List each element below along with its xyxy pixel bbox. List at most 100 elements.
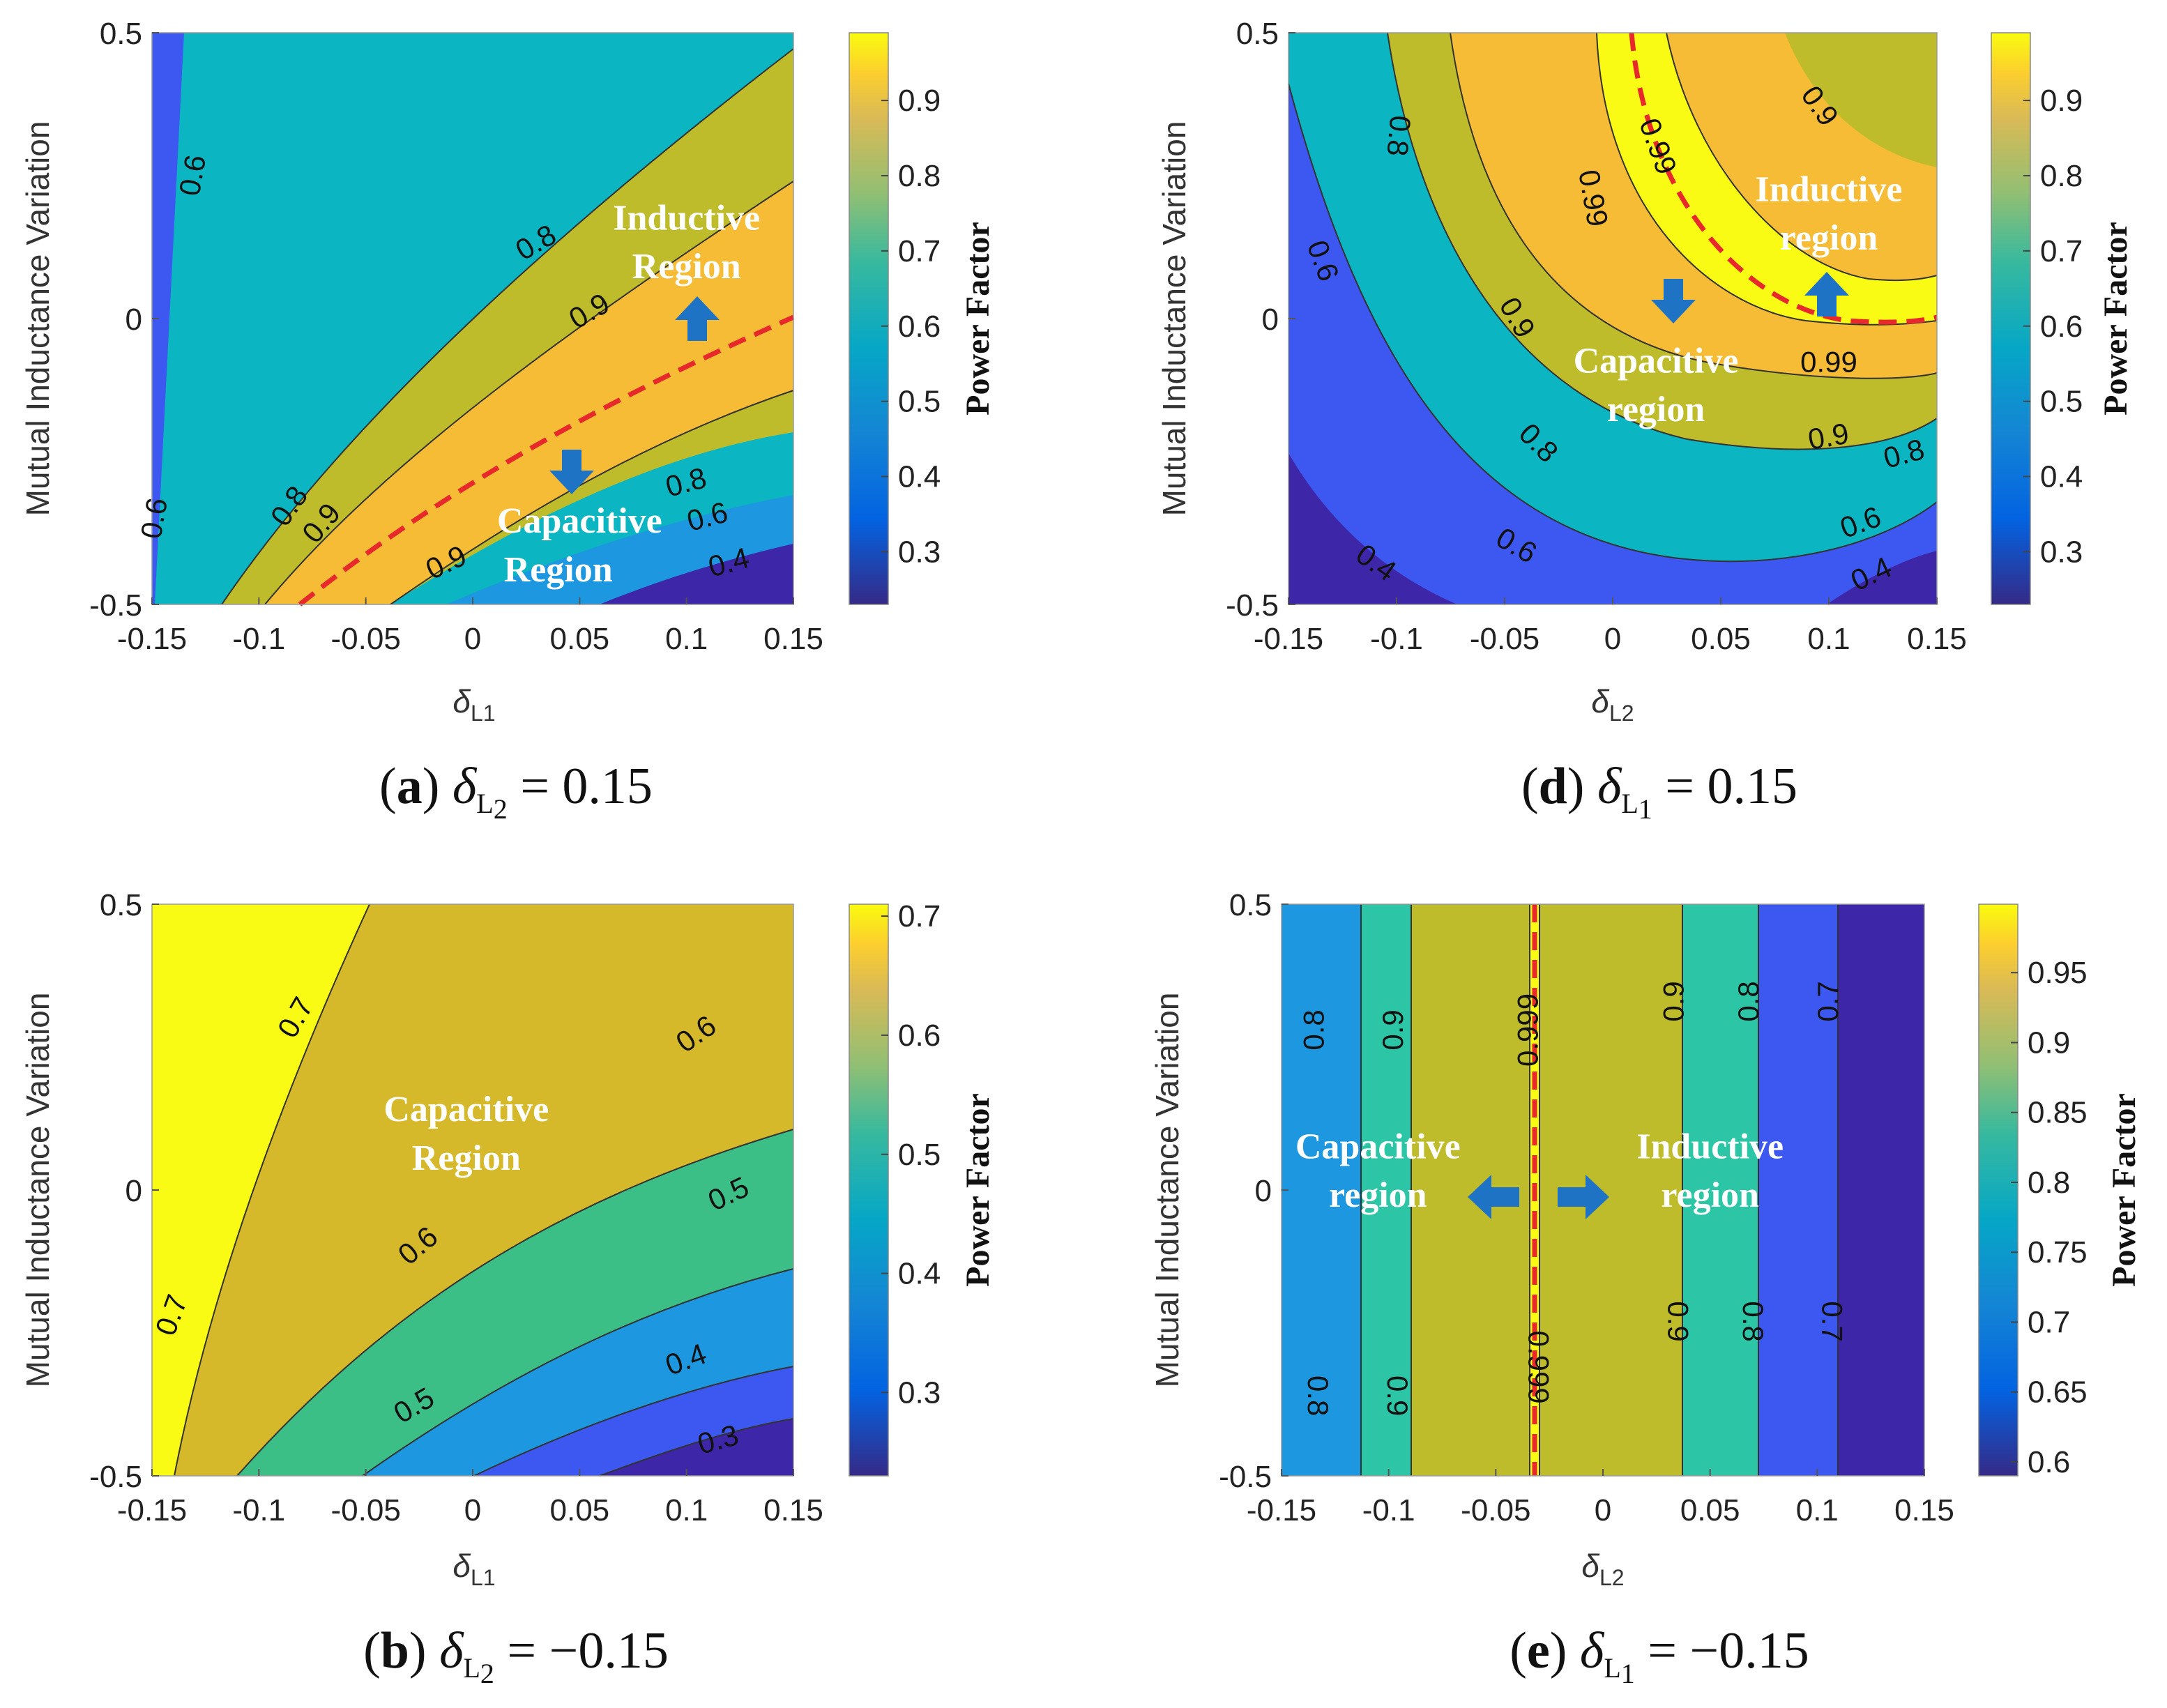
colorbar-tick-label: 0.9 [2028,1025,2070,1060]
caption-e: (e) δL1 = −0.15 [1510,1622,1809,1689]
colorbar [849,32,889,605]
region-annotation: Region [504,550,613,590]
region-above-0.9 [265,181,793,604]
region-annotation: Capacitive [1574,342,1739,381]
contour-label: 0.8 [1297,1009,1330,1050]
contour-label: 0.9 [1662,1301,1694,1341]
contour-label: 0.999 [1523,1331,1556,1404]
contour-label: 0.8 [1732,981,1765,1021]
x-tick-label: -0.15 [117,622,187,656]
arrow-down [549,450,594,494]
x-tick-label: -0.15 [1247,1493,1316,1527]
caption-d: (d) δL1 = 0.15 [1521,758,1797,825]
colorbar-label: Power Factor [959,1093,996,1287]
x-axis-label: δL1 [453,1548,495,1590]
y-axis-label: Mutual Inductance Variation [1156,121,1192,517]
band-below-0.7 [1838,904,1924,1476]
x-tick-label: 0 [464,1493,481,1527]
colorbar-tick-label: 0.7 [898,899,941,933]
arrow-right [1558,1175,1609,1219]
region-below-0.4-left [1288,453,1457,604]
contour-label: 0.7 [1816,1301,1849,1341]
contour-label: 0.9 [1657,981,1690,1021]
x-tick-label: -0.1 [1362,1493,1415,1527]
colorbar-label: Power Factor [2106,1093,2143,1287]
region-annotation: Inductive [1756,170,1903,210]
x-tick-label: -0.15 [1254,622,1323,656]
x-tick-label: 0.05 [1691,622,1751,656]
colorbar-tick-label: 0.4 [898,1257,941,1291]
unity-pf-dashed-line [298,314,795,607]
y-tick-label: 0 [1262,303,1279,337]
panel-e: 0.8 0.9 0.999 0.9 0.8 0.7 0.8 0.9 0.999 0.9 0.8 0.7… [1149,888,2143,1689]
region-annotation: Capacitive [497,501,662,541]
contour-line [174,903,370,1477]
panel-a: 0.60.60.80.90.80.90.90.80.60.4 Inductive… [20,17,996,825]
contour-label: 0.6 [173,153,212,199]
contour-line [1288,83,1938,563]
x-axis-label: δL2 [1581,1548,1624,1590]
colorbar-tick-label: 0.7 [2028,1305,2070,1339]
region-annotation: Region [632,247,741,287]
y-tick-label: -0.5 [1219,1460,1272,1494]
arrow-up [675,296,720,341]
contour-label: 0.6 [135,496,174,542]
colorbar-tick-label: 0.9 [2040,84,2083,118]
colorbar-tick-label: 0.3 [898,535,941,569]
colorbar-tick-label: 0.8 [898,159,941,193]
contour-label: 0.9 [1806,417,1852,456]
colorbar-ticks: 0.3 0.4 0.5 0.6 0.7 [881,899,941,1410]
colorbar-tick-label: 0.85 [2028,1096,2088,1130]
contour-label: 0.8 [1737,1301,1770,1341]
contour-label: 0.999 [1512,993,1544,1067]
caption-b: (b) δL2 = −0.15 [363,1622,669,1689]
colorbar-tick-label: 0.8 [2040,159,2083,193]
arrow-up [1804,272,1849,317]
colorbar-ticks: 0.6 0.65 0.7 0.75 0.8 0.85 0.9 0.95 [2011,956,2088,1479]
colorbar-tick-label: 0.6 [898,1019,941,1053]
colorbar [1978,903,2018,1477]
colorbar-label: Power Factor [2097,222,2134,415]
colorbar [849,903,889,1477]
y-tick-labels: -0.5 0 0.5 [1219,888,1288,1494]
colorbar-tick-label: 0.4 [2040,460,2083,494]
region-annotation: region [1329,1175,1427,1215]
panel-d: 0.80.90.990.990.60.90.80.60.40.990.9 0.80… [1156,17,2134,825]
panel-e-plot: 0.8 0.9 0.999 0.9 0.8 0.7 0.8 0.9 0.999 0.9 0.8 0.7… [1281,903,1925,1477]
region-below-0.3 [600,1419,793,1476]
colorbar-tick-label: 0.8 [2028,1166,2070,1200]
region-below-0.4 [600,544,793,604]
y-tick-label: 0 [126,303,142,337]
x-tick-label: -0.1 [232,1493,285,1527]
contour-line [236,1129,794,1477]
region-annotations: Inductive region Capacitive region [1574,170,1903,430]
region-annotations: Capacitive Region [383,1090,549,1178]
y-tick-label: -0.5 [89,1460,142,1494]
contour-line [1387,32,1938,450]
contour-line [221,48,794,605]
colorbar [1991,32,2031,605]
contour-line [1450,32,1938,379]
colorbar-tick-label: 0.5 [2040,385,2083,419]
colorbar-tick-label: 0.6 [898,310,941,344]
x-tick-label: 0.05 [1680,1493,1740,1527]
x-axis-label: δL2 [1591,683,1634,726]
colorbar-tick-label: 0.7 [898,234,941,268]
contour-line [599,1418,794,1477]
y-tick-labels: -0.5 0 0.5 [1226,17,1295,623]
band-0.8-0.9-right [1682,904,1758,1476]
y-axis-label: Mutual Inductance Variation [1149,993,1185,1388]
contour-label: 0.8 [1302,1375,1335,1416]
x-tick-label: 0.15 [763,1493,823,1527]
colorbar-tick-label: 0.5 [898,1138,941,1172]
arrow-left [1468,1175,1519,1219]
x-tick-label: 0.15 [1907,622,1967,656]
x-tick-label: 0 [1604,622,1621,656]
x-tick-label: 0.1 [1796,1493,1839,1527]
colorbar-ticks: 0.3 0.4 0.5 0.6 0.7 0.8 0.9 [881,84,941,569]
contour-line [264,181,794,605]
colorbar-tick-label: 0.65 [2028,1375,2088,1410]
contour-label: 0.9 [1381,1375,1414,1416]
colorbar-tick-label: 0.95 [2028,956,2088,990]
